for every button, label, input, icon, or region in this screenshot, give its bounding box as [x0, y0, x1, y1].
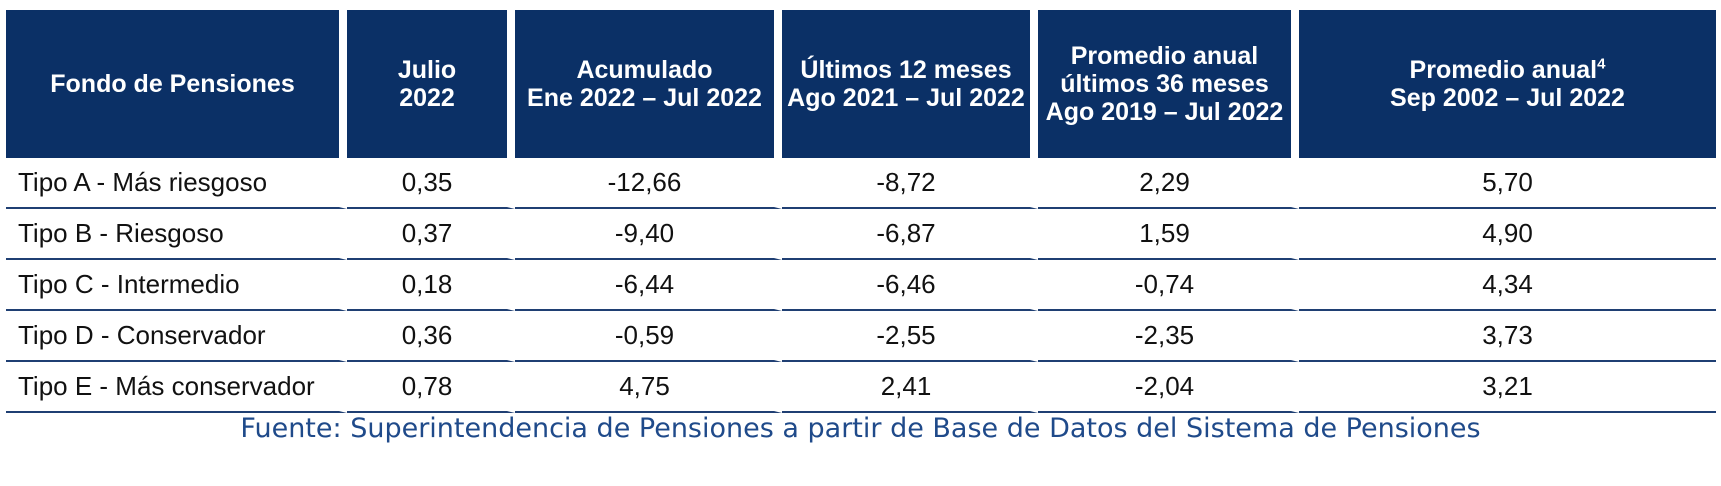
header-col3-line2: Ago 2021 – Jul 2022 — [787, 84, 1025, 112]
header-promedio-anual-historico: Promedio anual4 Sep 2002 – Jul 2022 — [1299, 10, 1716, 158]
header-col2-line1: Acumulado — [576, 56, 713, 84]
header-acumulado: Acumulado Ene 2022 – Jul 2022 — [515, 10, 782, 158]
table-row: Tipo A - Más riesgoso 0,35 -12,66 -8,72 … — [6, 158, 1716, 209]
value-cell: -2,35 — [1038, 311, 1299, 362]
value-cell: -6,44 — [515, 260, 782, 311]
value-cell: 4,34 — [1299, 260, 1716, 311]
header-col2-line2: Ene 2022 – Jul 2022 — [527, 84, 762, 112]
value-cell: 4,75 — [515, 362, 782, 413]
fund-name-cell: Tipo C - Intermedio — [6, 260, 347, 311]
table-row: Tipo D - Conservador 0,36 -0,59 -2,55 -2… — [6, 311, 1716, 362]
fund-name-cell: Tipo B - Riesgoso — [6, 209, 347, 260]
pension-fund-returns-table: Fondo de Pensiones Julio 2022 Acumulado … — [6, 10, 1716, 413]
fund-name-cell: Tipo E - Más conservador — [6, 362, 347, 413]
value-cell: -0,74 — [1038, 260, 1299, 311]
value-cell: 0,36 — [347, 311, 515, 362]
value-cell: 3,73 — [1299, 311, 1716, 362]
header-col3-line1: Últimos 12 meses — [800, 56, 1012, 84]
header-fund-label: Fondo de Pensiones — [50, 70, 295, 98]
value-cell: -8,72 — [782, 158, 1038, 209]
table-row: Tipo C - Intermedio 0,18 -6,44 -6,46 -0,… — [6, 260, 1716, 311]
header-col4-line1: Promedio anual — [1070, 42, 1259, 70]
value-cell: 0,18 — [347, 260, 515, 311]
header-col5-line1: Promedio anual — [1409, 56, 1598, 84]
header-fondo-de-pensiones: Fondo de Pensiones — [6, 10, 347, 158]
table-row: Tipo E - Más conservador 0,78 4,75 2,41 … — [6, 362, 1716, 413]
value-cell: 2,29 — [1038, 158, 1299, 209]
value-cell: 3,21 — [1299, 362, 1716, 413]
header-col1-line2: 2022 — [399, 84, 455, 112]
value-cell: -2,04 — [1038, 362, 1299, 413]
value-cell: 0,37 — [347, 209, 515, 260]
header-ultimos-12-meses: Últimos 12 meses Ago 2021 – Jul 2022 — [782, 10, 1038, 158]
value-cell: 0,35 — [347, 158, 515, 209]
source-note: Fuente: Superintendencia de Pensiones a … — [240, 413, 1481, 444]
value-cell: 1,59 — [1038, 209, 1299, 260]
value-cell: 5,70 — [1299, 158, 1716, 209]
header-promedio-36-meses: Promedio anual últimos 36 meses Ago 2019… — [1038, 10, 1299, 158]
value-cell: -0,59 — [515, 311, 782, 362]
header-julio-2022: Julio 2022 — [347, 10, 515, 158]
table-header-row: Fondo de Pensiones Julio 2022 Acumulado … — [6, 10, 1716, 158]
value-cell: -9,40 — [515, 209, 782, 260]
table-row: Tipo B - Riesgoso 0,37 -9,40 -6,87 1,59 … — [6, 209, 1716, 260]
value-cell: -2,55 — [782, 311, 1038, 362]
footnote-marker: 4 — [1597, 55, 1606, 73]
header-col1-line1: Julio — [397, 56, 457, 84]
value-cell: 2,41 — [782, 362, 1038, 413]
value-cell: -6,87 — [782, 209, 1038, 260]
fund-name-cell: Tipo D - Conservador — [6, 311, 347, 362]
value-cell: 4,90 — [1299, 209, 1716, 260]
header-col5-line2: Sep 2002 – Jul 2022 — [1390, 84, 1625, 112]
header-col4-line3: Ago 2019 – Jul 2022 — [1045, 98, 1284, 126]
value-cell: 0,78 — [347, 362, 515, 413]
fund-name-cell: Tipo A - Más riesgoso — [6, 158, 347, 209]
value-cell: -6,46 — [782, 260, 1038, 311]
value-cell: -12,66 — [515, 158, 782, 209]
header-col4-line2: últimos 36 meses — [1060, 70, 1269, 98]
